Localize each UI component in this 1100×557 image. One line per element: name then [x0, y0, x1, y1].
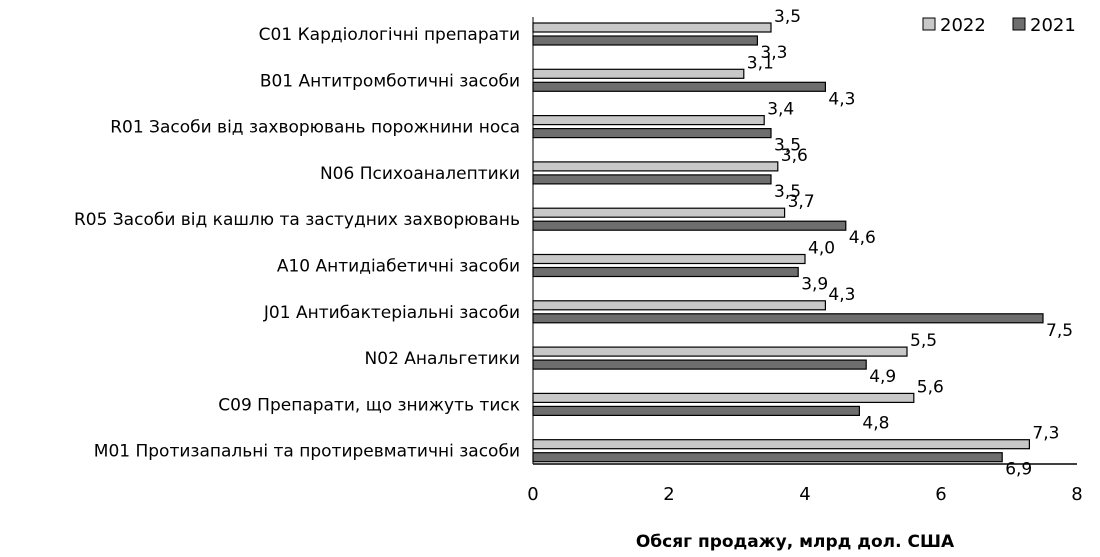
- bar-2022: [532, 346, 908, 357]
- category-label: C09 Препарати, що знижуть тиск: [218, 395, 520, 415]
- bar-2022: [532, 161, 779, 172]
- bar-2021: [532, 405, 860, 416]
- data-label-2021: 4,9: [869, 367, 896, 387]
- data-label-2022: 4,3: [828, 285, 855, 305]
- data-label-2021: 6,9: [1005, 460, 1032, 480]
- category-label: C01 Кардіологічні препарати: [259, 25, 520, 45]
- bar-2021: [532, 313, 1044, 324]
- bar-2021: [532, 81, 826, 92]
- data-label-2022: 3,4: [767, 100, 794, 120]
- bar-2022: [532, 439, 1030, 450]
- category-label: R01 Засоби від захворювань порожнини нос…: [110, 118, 520, 138]
- data-label-2022: 7,3: [1032, 424, 1059, 444]
- bar-2021: [532, 359, 867, 370]
- legend-label-2021: 2021: [1030, 15, 1076, 36]
- category-label: R05 Засоби від кашлю та застудних захвор…: [74, 210, 520, 230]
- legend-label-2022: 2022: [940, 15, 986, 36]
- x-tick-label: 8: [1071, 484, 1082, 505]
- x-tick-label: 0: [527, 484, 538, 505]
- bar-2022: [532, 22, 772, 33]
- x-tick-label: 6: [935, 484, 946, 505]
- bar-2021: [532, 35, 758, 46]
- data-label-2022: 3,1: [747, 53, 774, 73]
- category-label: N02 Анальгетики: [365, 349, 520, 369]
- bar-2021: [532, 452, 1003, 463]
- data-label-2021: 4,3: [828, 89, 855, 109]
- bar-2021: [532, 128, 772, 139]
- data-label-2021: 3,5: [774, 182, 801, 202]
- bar-2021: [532, 220, 847, 231]
- category-label: N06 Психоаналептики: [320, 164, 520, 184]
- x-axis-title: Обсяг продажу, млрд дол. США: [636, 532, 955, 552]
- data-label-2021: 3,9: [801, 275, 828, 295]
- bar-2022: [532, 207, 786, 218]
- data-label-2022: 5,5: [910, 331, 937, 351]
- data-label-2022: 3,5: [774, 7, 801, 27]
- x-tick-label: 2: [663, 484, 674, 505]
- data-label-2022: 3,7: [788, 192, 815, 212]
- bar-2022: [532, 68, 745, 79]
- bar-2022: [532, 392, 915, 403]
- data-label-2021: 4,8: [862, 413, 889, 433]
- category-label: J01 Антибактеріальні засоби: [263, 303, 520, 323]
- data-label-2021: 7,5: [1046, 321, 1073, 341]
- data-label-2022: 4,0: [808, 239, 835, 259]
- legend-swatch-2021: [1012, 17, 1026, 31]
- data-label-2021: 3,3: [760, 43, 787, 63]
- bar-2021: [532, 266, 799, 278]
- category-label: M01 Протизапальні та протиревматичні зас…: [94, 442, 520, 462]
- data-label-2021: 3,5: [774, 136, 801, 156]
- category-label: B01 Антитромботичні засоби: [260, 71, 520, 91]
- data-label-2021: 4,6: [849, 228, 876, 248]
- category-label: A10 Антидіабетичні засоби: [277, 257, 520, 277]
- data-label-2022: 3,6: [781, 146, 808, 166]
- bar-2021: [532, 174, 772, 185]
- x-tick-label: 4: [799, 484, 810, 505]
- bar-2022: [532, 253, 806, 265]
- bar-2022: [532, 114, 765, 126]
- legend-swatch-2022: [922, 17, 936, 31]
- data-label-2022: 5,6: [917, 377, 944, 397]
- bar-2022: [532, 300, 826, 311]
